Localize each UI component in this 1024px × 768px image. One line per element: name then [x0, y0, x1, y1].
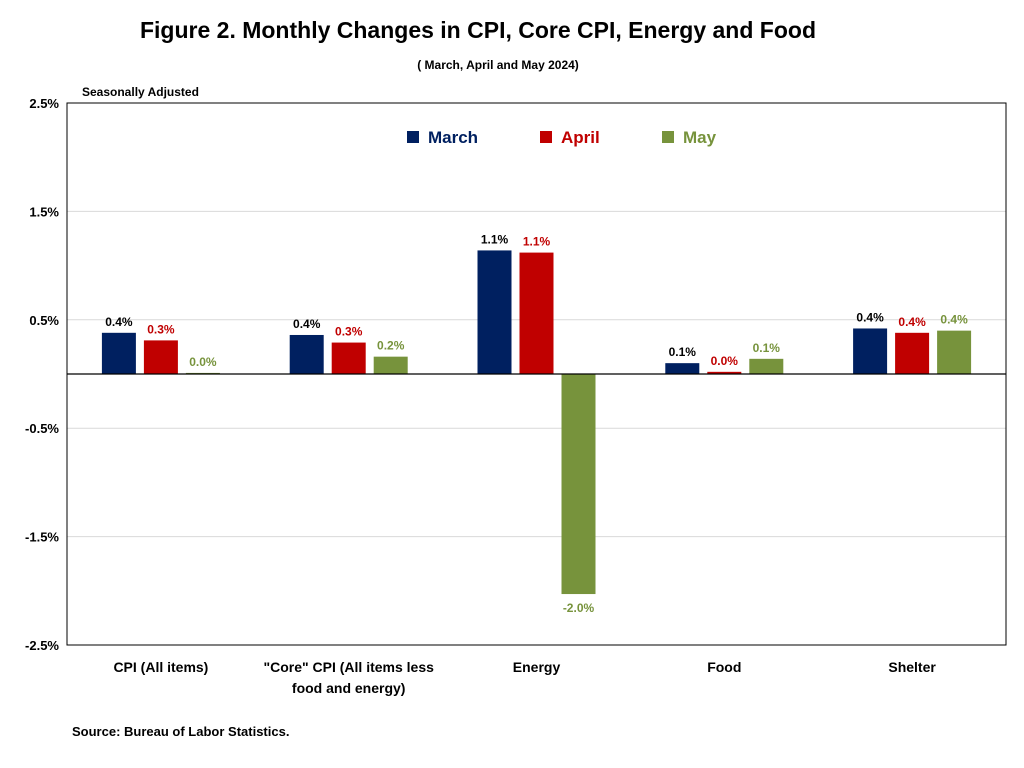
x-tick-label: Shelter — [888, 659, 936, 675]
data-label: 0.4% — [898, 315, 926, 329]
data-label: 0.4% — [856, 310, 884, 324]
x-tick-label: CPI (All items) — [113, 659, 208, 675]
data-label: 0.1% — [753, 341, 781, 355]
legend-swatch-april — [540, 131, 552, 143]
source-note: Source: Bureau of Labor Statistics. — [72, 724, 290, 739]
x-tick-label: food and energy) — [292, 680, 406, 696]
y-tick-label: -2.5% — [25, 638, 59, 653]
bar-march — [101, 332, 136, 374]
bar-may — [373, 356, 408, 374]
y-tick-label: 2.5% — [29, 96, 59, 111]
data-label: 1.1% — [481, 232, 509, 246]
data-label: 1.1% — [523, 235, 551, 249]
bar-march — [665, 363, 700, 374]
bar-april — [143, 340, 178, 374]
data-label: 0.4% — [293, 317, 321, 331]
data-label: 0.4% — [940, 313, 968, 327]
data-label: 0.2% — [377, 339, 405, 353]
bar-april — [519, 252, 554, 374]
bar-may — [937, 330, 972, 374]
bar-march — [477, 250, 512, 374]
y-tick-label: -1.5% — [25, 530, 59, 545]
legend-label: March — [428, 128, 478, 147]
y-tick-label: -0.5% — [25, 421, 59, 436]
data-label: 0.3% — [335, 325, 363, 339]
chart-subtitle: ( March, April and May 2024) — [417, 58, 579, 72]
bar-may — [749, 358, 784, 374]
legend-label: May — [683, 128, 717, 147]
x-tick-label: "Core" CPI (All items less — [263, 659, 434, 675]
bar-march — [853, 328, 888, 374]
data-label: 0.0% — [711, 354, 739, 368]
bar-may — [561, 374, 596, 595]
data-label: 0.1% — [669, 345, 697, 359]
bar-april — [895, 332, 930, 374]
bar-april — [331, 342, 366, 374]
y-tick-label: 0.5% — [29, 313, 59, 328]
data-label: -2.0% — [563, 601, 595, 615]
chart-title: Figure 2. Monthly Changes in CPI, Core C… — [139, 17, 816, 43]
legend-swatch-march — [407, 131, 419, 143]
y-tick-label: 1.5% — [29, 204, 59, 219]
legend-label: April — [561, 128, 600, 147]
bar-april — [707, 371, 742, 374]
legend-swatch-may — [662, 131, 674, 143]
data-label: 0.4% — [105, 315, 133, 329]
data-label: 0.0% — [189, 355, 217, 369]
data-label: 0.3% — [147, 322, 175, 336]
x-tick-label: Energy — [513, 659, 561, 675]
y-axis-label: Seasonally Adjusted — [82, 85, 199, 99]
x-tick-label: Food — [707, 659, 741, 675]
bar-march — [289, 334, 324, 374]
